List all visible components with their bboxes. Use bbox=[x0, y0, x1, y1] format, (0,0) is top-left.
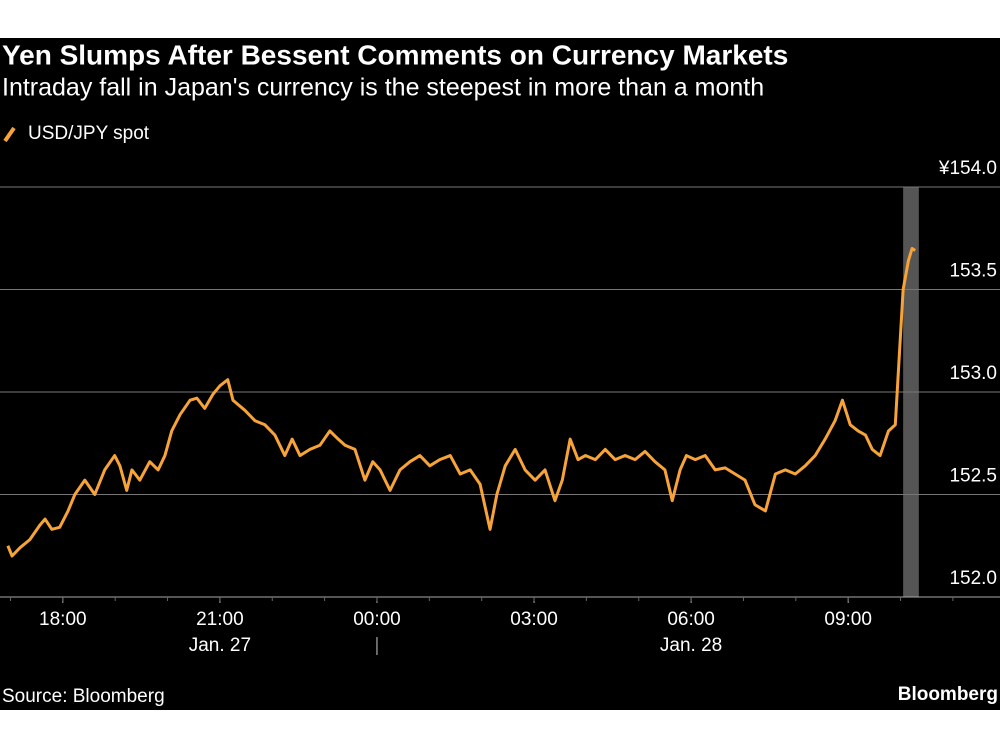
legend-label: USD/JPY spot bbox=[28, 123, 150, 144]
source: Source: Bloomberg bbox=[2, 686, 165, 707]
y-tick-label: ¥154.0 bbox=[938, 158, 997, 179]
legend-swatch bbox=[3, 126, 16, 143]
x-tick-label: 00:00 bbox=[353, 609, 401, 630]
x-tick-label: 09:00 bbox=[824, 609, 872, 630]
y-tick-label: 152.0 bbox=[949, 568, 997, 589]
x-tick-label: 21:00 bbox=[196, 609, 244, 630]
line-series bbox=[6, 247, 917, 558]
x-tick-label: 03:00 bbox=[510, 609, 558, 630]
x-tick-label: 06:00 bbox=[667, 609, 715, 630]
chart-title: Yen Slumps After Bessent Comments on Cur… bbox=[2, 39, 788, 70]
date-label: Jan. 28 bbox=[660, 635, 722, 656]
y-tick-label: 153.5 bbox=[949, 261, 997, 282]
y-tick-label: 152.5 bbox=[949, 466, 997, 487]
x-tick-label: 18:00 bbox=[39, 609, 87, 630]
date-label: Jan. 27 bbox=[189, 635, 251, 656]
chart-subtitle: Intraday fall in Japan's currency is the… bbox=[2, 74, 764, 102]
chart-background bbox=[0, 38, 1000, 710]
brand: Bloomberg bbox=[898, 684, 998, 705]
y-tick-label: 153.0 bbox=[949, 363, 997, 384]
